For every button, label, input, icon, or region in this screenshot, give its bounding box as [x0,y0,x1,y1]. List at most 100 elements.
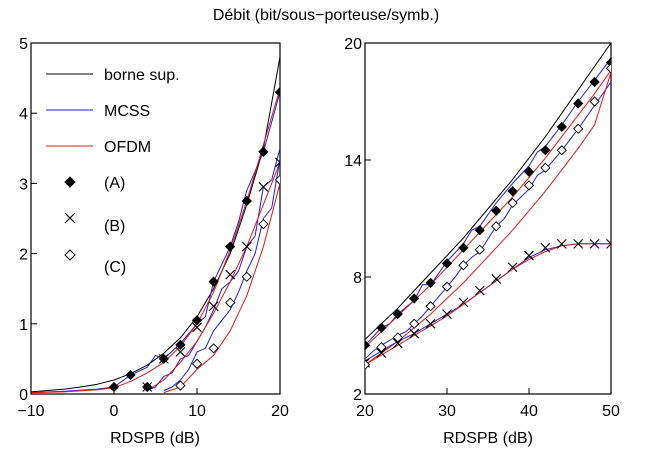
chart-right-ticks: 20 30 40 50 2 8 14 20 [344,36,620,420]
chart-right-point-b [458,297,469,308]
chart-right-point-a [409,293,420,304]
chart-left-point-b [241,241,252,252]
chart-right-point-c [425,301,436,312]
chart-left-point-b [208,301,219,312]
chart-left-xtick-label: −10 [17,403,44,420]
chart-right-point-c [540,162,551,173]
chart-right-series [365,43,611,366]
chart-right-point-a [392,308,403,320]
legend-label-bound: borne sup. [104,67,180,84]
chart-right-point-a [474,225,485,236]
chart-left-xtick-label: 20 [271,403,289,420]
chart-right-ytick-label: 2 [353,387,362,404]
chart-left-series [31,56,280,394]
chart-right-point-b [573,238,584,249]
chart-left-line-b-mcss [147,148,280,391]
chart-right-point-c [376,342,387,353]
legend-marker-A [64,176,76,188]
chart-right-point-c [573,123,584,134]
chart-right-line-c-mcss [365,81,611,360]
chart-left-point-c [225,297,236,308]
chart-right-point-b [556,238,567,249]
chart-right-point-a [589,76,600,88]
legend-marker-B [64,212,76,224]
legend-label-ofdm: OFDM [104,139,151,156]
chart-left-point-b [158,354,169,364]
chart-right-line-c-ofdm [365,72,611,366]
chart-right-point-a [507,186,518,197]
chart-right-point-a [458,242,469,253]
chart-right-ytick-label: 14 [344,153,362,170]
chart-right-point-c [474,244,485,255]
legend-label-C: (C) [104,259,126,276]
chart-left-ytick-label: 1 [19,317,28,334]
chart-left-markers [108,87,280,393]
chart-right-point-c [392,332,403,343]
chart-left-xtick-label: 10 [188,403,206,420]
chart-left-line-b-ofdm [146,162,280,391]
chart-right-point-a [491,205,502,216]
chart-right-point-c [491,221,502,232]
chart-right-ytick-label: 8 [353,270,362,287]
chart-left-point-c [175,380,186,391]
legend-label-A: (A) [104,175,125,192]
chart-left-ytick-label: 4 [19,106,28,123]
chart-right-point-c [556,145,567,156]
chart-left-point-c [274,174,280,186]
chart-right-point-b [540,242,551,253]
chart-left-ytick-label: 3 [19,176,28,193]
chart-right: 20 30 40 50 2 8 14 20 RDSPB (dB) [344,36,620,447]
chart-right-xtick-label: 20 [356,403,374,420]
chart-right-point-c [458,260,469,271]
chart-left-point-b [192,322,202,333]
chart-right-point-b [606,238,611,249]
chart-left-point-a [175,339,186,350]
chart-left-ytick-label: 2 [19,247,28,264]
legend: borne sup. MCSS OFDM (A) (B) (C) [46,67,180,276]
chart-right-point-b [409,328,420,339]
chart-left-point-a [191,315,203,326]
chart-right-line-b-ofdm [365,243,611,366]
chart-right-point-a [365,340,371,351]
chart-right-point-a [540,145,551,156]
chart-left-point-b [225,269,236,280]
chart-left-point-a [125,369,136,381]
chart-right-point-a [523,166,535,177]
chart-right-ytick-label: 20 [344,36,362,53]
chart-left-point-b [142,382,153,392]
chart-right-xtick-label: 30 [438,403,456,420]
chart-left-point-c [208,343,219,354]
chart-left-point-a [208,276,219,287]
chart-right-point-c [605,63,611,74]
chart-right-point-b [442,309,452,319]
chart-right-point-c [365,359,371,370]
chart-right-point-c [589,96,600,107]
legend-label-mcss: MCSS [104,103,150,120]
chart-left-point-a [258,146,269,157]
chart-right-point-b [507,262,518,273]
chart-right-point-b [491,274,502,284]
chart-right-point-b [589,238,600,249]
chart-right-point-c [523,180,535,191]
chart-left-point-b [275,157,280,168]
chart-right-xtick-label: 50 [602,403,620,420]
chart-left-point-c [241,271,252,282]
chart-right-markers [365,57,611,370]
chart-right-point-b [425,318,436,329]
chart-left-frame [30,42,281,395]
chart-left-point-a [274,87,280,98]
chart-right-point-b [392,338,403,349]
legend-marker-C [64,249,76,261]
chart-left-line-c-mcss [163,158,280,391]
chart-right-point-b [474,285,485,296]
chart-right-point-b [376,348,387,358]
chart-right-line-bound [365,43,611,340]
chart-left-ytick-label: 0 [19,387,28,404]
chart-right-point-a [573,98,584,109]
figure-title: Débit (bit/sous−porteuse/symb.) [213,7,439,24]
chart-right-xtick-label: 40 [520,403,538,420]
chart-left-point-c [258,218,269,230]
